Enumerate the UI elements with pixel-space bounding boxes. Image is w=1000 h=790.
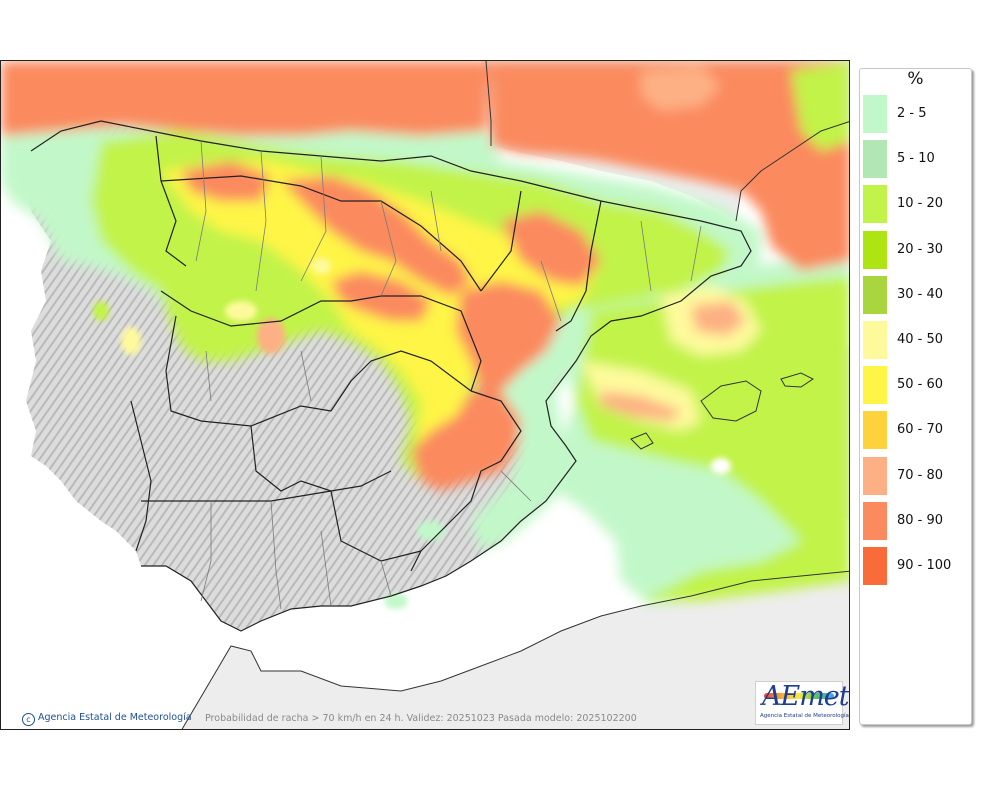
legend-label: 70 - 80	[897, 467, 944, 483]
legend-label: 80 - 90	[897, 512, 944, 528]
legend-swatch	[863, 230, 887, 269]
aemet-logo: AEmet Agencia Estatal de Meteorología	[755, 681, 850, 725]
legend-swatch	[863, 547, 887, 585]
legend-label: 50 - 60	[897, 377, 944, 393]
legend-swatch	[863, 275, 887, 314]
probability-detail	[93, 258, 731, 609]
legend-panel: % 2 - 5 5 - 10 10 - 20 20 - 30 30 - 40 40 - 5…	[859, 68, 972, 725]
legend-swatch	[863, 140, 887, 179]
autonomous-community-borders	[30, 120, 752, 632]
legend-label: 2 - 5	[897, 106, 927, 121]
probability-field	[1, 61, 849, 606]
forecast-map	[0, 60, 850, 730]
coastlines	[181, 61, 849, 729]
copyright-icon: c	[22, 713, 35, 726]
legend-swatch	[863, 321, 887, 359]
map-caption: Probabilidad de racha > 70 km/h en 24 h.…	[205, 713, 637, 724]
legend-swatch	[863, 411, 887, 450]
legend-swatch	[863, 366, 887, 405]
legend-swatch	[863, 185, 887, 224]
logo-wordmark: AEmet	[762, 681, 850, 712]
logo-rainbow	[764, 693, 834, 699]
legend-unit: %	[907, 69, 924, 89]
legend-label: 30 - 40	[897, 286, 944, 302]
legend-label: 60 - 70	[897, 422, 944, 438]
legend-swatch	[863, 501, 887, 540]
agency-credit: c Agencia Estatal de Meteorología	[22, 712, 192, 726]
legend-swatch	[863, 456, 887, 495]
credit-text: Agencia Estatal de Meteorología	[38, 712, 192, 723]
legend-label: 10 - 20	[897, 196, 944, 212]
africa-land	[182, 571, 849, 729]
legend-label: 40 - 50	[897, 332, 944, 347]
legend-label: 20 - 30	[897, 241, 944, 257]
map-canvas	[1, 61, 849, 729]
logo-subtext: Agencia Estatal de Meteorología	[760, 713, 849, 719]
legend-swatch	[863, 95, 887, 133]
legend-label: 90 - 100	[897, 558, 952, 573]
province-borders	[195, 140, 702, 610]
legend-label: 5 - 10	[897, 151, 935, 167]
